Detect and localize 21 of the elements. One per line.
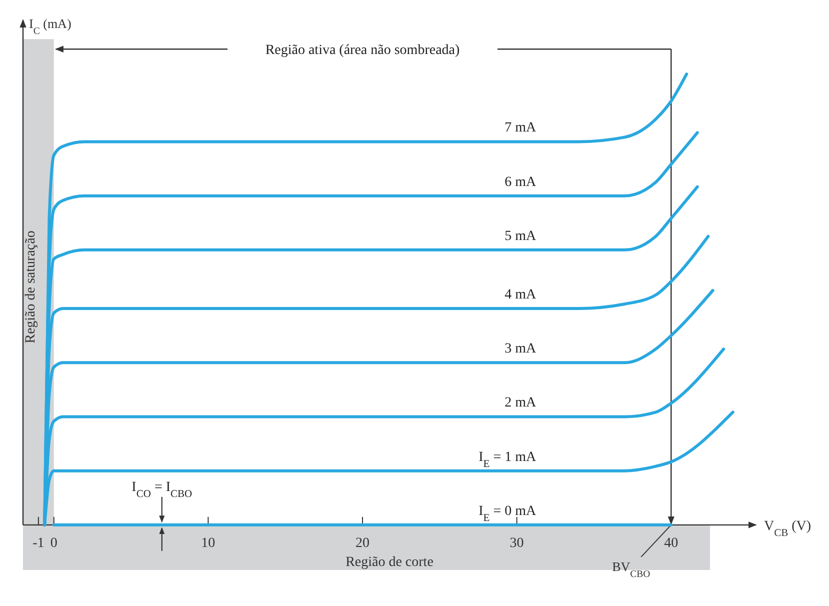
x-tick-label: 10 — [201, 536, 216, 551]
series-label: 4 mA — [504, 288, 537, 303]
series-label: I$_{E}$ = 1 mA — [478, 450, 537, 470]
y-axis-title: I$_{C}$ (mA) — [29, 16, 72, 36]
series-label: 6 mA — [504, 174, 537, 190]
x-tick-label: 0 — [50, 536, 58, 551]
x-tick-label: -1 — [32, 536, 44, 551]
annotation: I$_{CO}$ = I$_{CBO}$ — [132, 480, 193, 500]
series-label: 5 mA — [504, 228, 537, 244]
x-axis-title: V$_{CB}$ (V) — [764, 518, 812, 538]
series-label: 3 mA — [504, 342, 537, 357]
x-tick-label: 20 — [355, 536, 370, 551]
x-tick-label: 30 — [510, 536, 524, 551]
ref-line-label: BV$_{CBO}$ — [612, 558, 650, 580]
band-label: Região de saturação — [23, 230, 38, 344]
x-tick-label: 40 — [664, 536, 678, 551]
series-label: I$_{E}$ = 0 mA — [478, 504, 537, 524]
text: Região ativa (área não sombreada) — [265, 43, 460, 58]
series-label: 2 mA — [504, 396, 537, 411]
series-label: 7 mA — [504, 120, 537, 136]
text: Região de corte — [346, 555, 434, 570]
